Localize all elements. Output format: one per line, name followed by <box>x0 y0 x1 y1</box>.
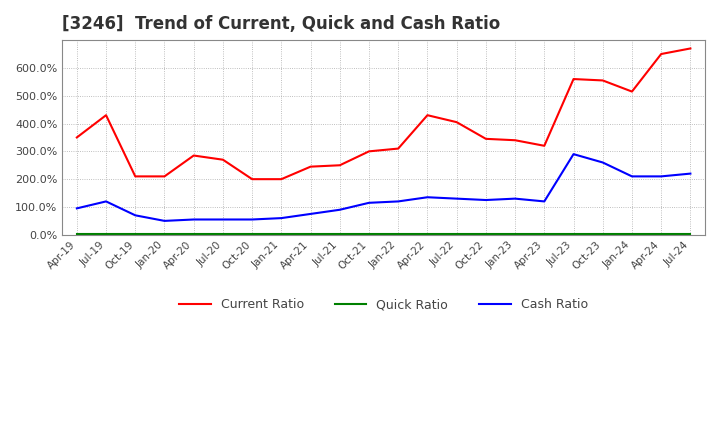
Cash Ratio <box>686 171 695 176</box>
Quick Ratio <box>482 231 490 237</box>
Current Ratio <box>598 78 607 83</box>
Cash Ratio <box>452 196 461 201</box>
Current Ratio <box>482 136 490 142</box>
Cash Ratio <box>510 196 519 201</box>
Cash Ratio <box>336 207 344 213</box>
Current Ratio <box>510 138 519 143</box>
Current Ratio <box>365 149 374 154</box>
Quick Ratio <box>248 231 256 237</box>
Text: [3246]  Trend of Current, Quick and Cash Ratio: [3246] Trend of Current, Quick and Cash … <box>62 15 500 33</box>
Cash Ratio <box>131 213 140 218</box>
Quick Ratio <box>277 231 286 237</box>
Quick Ratio <box>160 231 168 237</box>
Quick Ratio <box>394 231 402 237</box>
Current Ratio <box>131 174 140 179</box>
Quick Ratio <box>365 231 374 237</box>
Quick Ratio <box>452 231 461 237</box>
Cash Ratio <box>540 199 549 204</box>
Current Ratio <box>628 89 636 94</box>
Quick Ratio <box>686 231 695 237</box>
Cash Ratio <box>657 174 665 179</box>
Quick Ratio <box>102 231 110 237</box>
Cash Ratio <box>628 174 636 179</box>
Quick Ratio <box>628 231 636 237</box>
Quick Ratio <box>73 231 81 237</box>
Cash Ratio <box>160 218 168 224</box>
Cash Ratio <box>365 200 374 205</box>
Cash Ratio <box>570 151 578 157</box>
Cash Ratio <box>394 199 402 204</box>
Quick Ratio <box>570 231 578 237</box>
Current Ratio <box>452 120 461 125</box>
Quick Ratio <box>540 231 549 237</box>
Cash Ratio <box>277 216 286 221</box>
Current Ratio <box>248 176 256 182</box>
Quick Ratio <box>657 231 665 237</box>
Current Ratio <box>540 143 549 148</box>
Quick Ratio <box>189 231 198 237</box>
Quick Ratio <box>423 231 432 237</box>
Quick Ratio <box>598 231 607 237</box>
Current Ratio <box>570 77 578 82</box>
Quick Ratio <box>219 231 228 237</box>
Current Ratio <box>160 174 168 179</box>
Current Ratio <box>657 51 665 57</box>
Current Ratio <box>102 113 110 118</box>
Current Ratio <box>73 135 81 140</box>
Cash Ratio <box>102 199 110 204</box>
Cash Ratio <box>219 217 228 222</box>
Cash Ratio <box>482 198 490 203</box>
Current Ratio <box>423 113 432 118</box>
Cash Ratio <box>598 160 607 165</box>
Cash Ratio <box>423 194 432 200</box>
Line: Current Ratio: Current Ratio <box>77 48 690 179</box>
Current Ratio <box>686 46 695 51</box>
Legend: Current Ratio, Quick Ratio, Cash Ratio: Current Ratio, Quick Ratio, Cash Ratio <box>174 293 593 316</box>
Cash Ratio <box>248 217 256 222</box>
Quick Ratio <box>336 231 344 237</box>
Line: Cash Ratio: Cash Ratio <box>77 154 690 221</box>
Current Ratio <box>394 146 402 151</box>
Quick Ratio <box>131 231 140 237</box>
Current Ratio <box>189 153 198 158</box>
Cash Ratio <box>306 211 315 216</box>
Quick Ratio <box>510 231 519 237</box>
Current Ratio <box>306 164 315 169</box>
Cash Ratio <box>73 206 81 211</box>
Quick Ratio <box>306 231 315 237</box>
Cash Ratio <box>189 217 198 222</box>
Current Ratio <box>277 176 286 182</box>
Current Ratio <box>219 157 228 162</box>
Current Ratio <box>336 163 344 168</box>
